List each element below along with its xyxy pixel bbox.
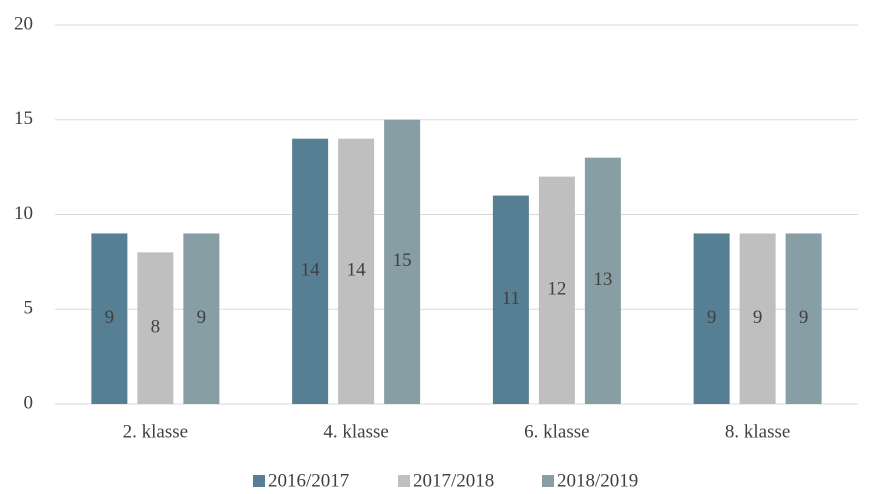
legend-label: 2018/2019 [557, 470, 638, 491]
data-label: 9 [197, 307, 207, 328]
bar [492, 195, 529, 404]
legend-swatch [542, 475, 554, 487]
x-tick-label: 8. klasse [725, 421, 790, 442]
y-tick-label: 20 [14, 13, 33, 34]
legend-label: 2016/2017 [268, 470, 349, 491]
x-tick-label: 4. klasse [323, 421, 388, 442]
data-label: 9 [707, 307, 717, 328]
legend-label: 2017/2018 [413, 470, 494, 491]
bar [785, 233, 822, 404]
data-label: 15 [393, 250, 412, 271]
bar [292, 138, 329, 404]
bar [739, 233, 776, 404]
legend-swatch [253, 475, 265, 487]
data-label: 12 [547, 279, 566, 300]
data-label: 9 [105, 307, 115, 328]
x-tick-label: 6. klasse [524, 421, 589, 442]
bar [584, 157, 621, 404]
y-tick-label: 5 [24, 298, 34, 319]
legend-swatch [398, 475, 410, 487]
data-label: 14 [347, 260, 367, 281]
data-label: 11 [502, 288, 520, 309]
y-tick-label: 0 [24, 392, 34, 413]
data-label: 9 [753, 307, 763, 328]
bar [693, 233, 730, 404]
y-tick-label: 15 [14, 108, 33, 129]
bar [538, 176, 575, 404]
y-tick-label: 10 [14, 203, 33, 224]
data-label: 9 [799, 307, 809, 328]
bar [384, 119, 421, 404]
data-label: 14 [301, 260, 321, 281]
data-label: 8 [151, 317, 161, 338]
bar [137, 252, 174, 404]
bar [183, 233, 220, 404]
data-label: 13 [593, 269, 612, 290]
bar [91, 233, 128, 404]
x-tick-label: 2. klasse [123, 421, 188, 442]
bar [338, 138, 375, 404]
